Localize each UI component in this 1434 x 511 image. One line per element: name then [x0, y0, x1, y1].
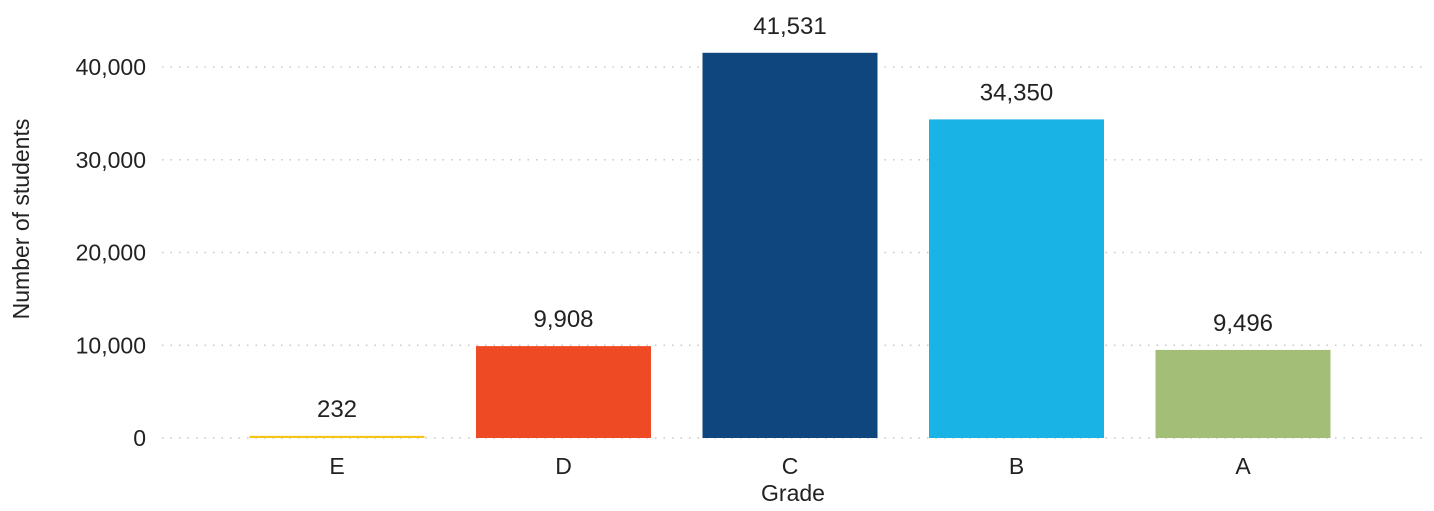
y-tick-label: 0: [133, 425, 146, 451]
x-axis-title: Grade: [761, 480, 825, 506]
bars: [249, 52, 1331, 438]
x-tick-label: E: [329, 453, 344, 479]
x-tick-label: C: [782, 453, 799, 479]
y-tick-label: 10,000: [76, 332, 146, 358]
bar-value-label: 9,496: [1213, 310, 1273, 337]
bar-C: [702, 52, 878, 438]
x-tick-label: D: [555, 453, 572, 479]
y-tick-label: 20,000: [76, 240, 146, 266]
x-tick-label: A: [1235, 453, 1251, 479]
bar-E: [249, 435, 425, 438]
bar-A: [1155, 349, 1331, 438]
bar-value-label: 9,908: [533, 306, 593, 333]
y-axis-tick-labels: 0 10,000 20,000 30,000 40,000: [76, 54, 146, 451]
y-axis-title: Number of students: [8, 119, 34, 320]
bar-value-labels: 232 9,908 41,531 34,350 9,496: [317, 13, 1273, 423]
x-tick-label: B: [1009, 453, 1024, 479]
bar-value-label: 232: [317, 396, 357, 423]
bar-value-label: 34,350: [980, 79, 1053, 106]
y-tick-label: 40,000: [76, 54, 146, 80]
y-tick-label: 30,000: [76, 147, 146, 173]
bar-B: [929, 119, 1104, 438]
bar-value-label: 41,531: [753, 13, 826, 40]
bar-D: [476, 346, 651, 438]
